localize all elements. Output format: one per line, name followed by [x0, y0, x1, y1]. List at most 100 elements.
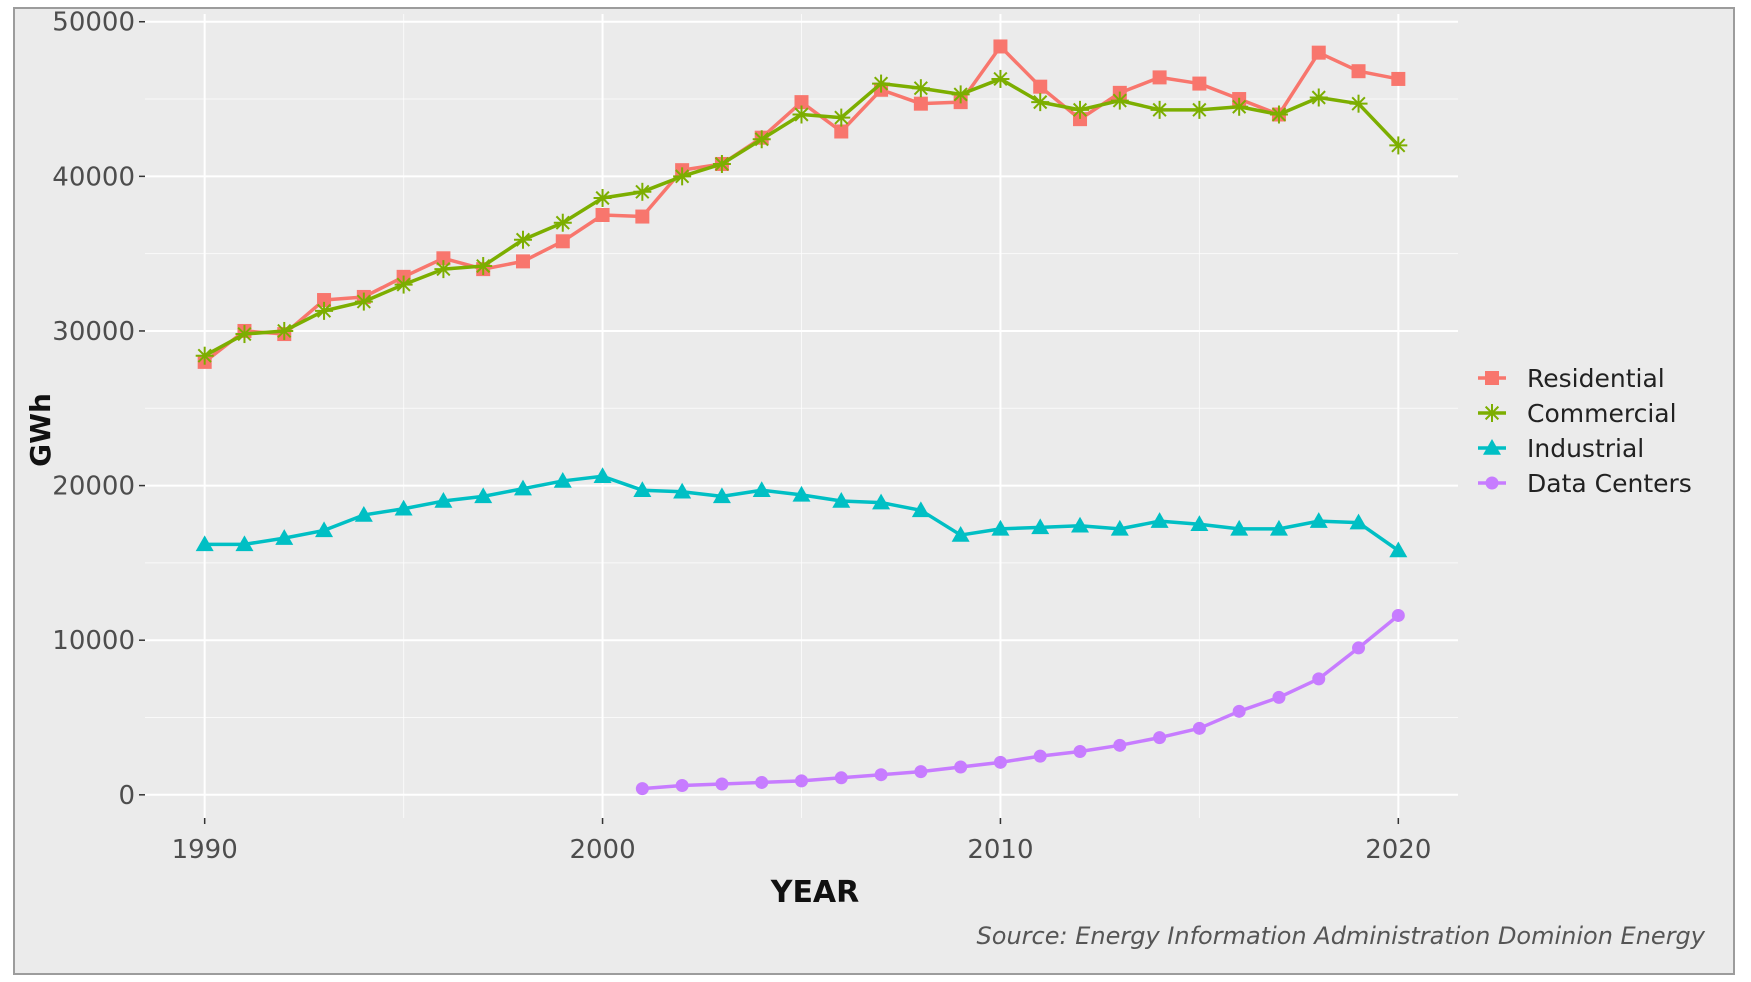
data-point-industrial — [712, 487, 731, 504]
asterisk-stroke — [1033, 95, 1048, 110]
data-point-commercial — [513, 230, 532, 249]
data-point-legend-commercial — [1483, 404, 1501, 422]
data-point-commercial — [553, 213, 572, 232]
data-point-commercial — [792, 105, 811, 124]
asterisk-stroke — [794, 107, 809, 122]
asterisk-stroke — [874, 76, 889, 91]
data-point-industrial — [673, 482, 692, 499]
asterisk-stroke — [316, 303, 332, 318]
asterisk-stroke — [515, 232, 531, 247]
asterisk-stroke — [1271, 107, 1287, 122]
y-tick-label: 30000 — [52, 317, 135, 347]
axes: 0 10000 20000 30000 40000 50000 1990 2000 2010 20… — [52, 8, 1431, 865]
asterisk-stroke — [675, 169, 690, 184]
data-point-commercial — [752, 130, 771, 149]
legend-item-data-centers: Data Centers — [1478, 469, 1692, 498]
y-tick-label: 50000 — [52, 8, 135, 38]
data-point-industrial — [1150, 512, 1169, 528]
data-point-data-centers — [755, 775, 769, 789]
data-point-industrial — [832, 492, 851, 508]
data-point-commercial — [872, 74, 891, 93]
data-point-residential — [794, 95, 809, 110]
data-point-data-centers — [834, 771, 848, 785]
data-point-commercial — [633, 182, 652, 201]
data-point-industrial — [792, 485, 811, 502]
asterisk-stroke — [555, 215, 570, 230]
x-tick-label: 2000 — [569, 835, 635, 865]
asterisk-stroke — [1351, 96, 1366, 111]
asterisk-stroke — [197, 348, 212, 363]
data-point-data-centers — [954, 760, 968, 774]
data-point-industrial — [1389, 541, 1408, 558]
asterisk-stroke — [277, 323, 292, 339]
asterisk-stroke — [476, 258, 491, 274]
data-point-commercial — [1309, 88, 1328, 107]
data-point-industrial — [1071, 516, 1090, 533]
data-point-industrial — [513, 479, 532, 496]
data-point-industrial — [911, 501, 930, 518]
asterisk-stroke — [913, 81, 928, 96]
data-point-data-centers — [675, 779, 689, 793]
data-point-commercial — [195, 346, 214, 365]
x-tick-label: 2020 — [1365, 835, 1431, 865]
asterisk-stroke — [436, 262, 451, 277]
y-tick-label: 0 — [118, 781, 135, 811]
data-point-data-centers — [1232, 704, 1246, 718]
legend: Residential Commercial Industrial Data Cent… — [1478, 364, 1692, 498]
series-commercial — [195, 69, 1408, 365]
data-point-data-centers — [993, 755, 1007, 769]
data-point-industrial — [354, 505, 373, 522]
source-note: Source: Energy Information Administratio… — [977, 922, 1706, 950]
data-point-legend-data-centers — [1485, 476, 1499, 490]
legend-label-industrial: Industrial — [1527, 434, 1644, 463]
asterisk-stroke — [1152, 102, 1167, 117]
data-point-industrial — [633, 481, 652, 497]
data-point-residential — [1033, 79, 1048, 94]
data-point-industrial — [1230, 519, 1249, 536]
data-point-commercial — [434, 260, 453, 279]
data-point-industrial — [991, 519, 1010, 536]
data-point-commercial — [1269, 105, 1288, 124]
data-point-residential — [1311, 45, 1326, 60]
data-point-residential — [1073, 112, 1088, 127]
legend-item-residential: Residential — [1478, 364, 1665, 393]
data-point-residential — [993, 39, 1008, 54]
x-axis-title: YEAR — [770, 875, 860, 910]
data-point-commercial — [951, 85, 970, 104]
data-point-commercial — [1389, 136, 1408, 155]
data-point-data-centers — [795, 774, 808, 788]
asterisk-stroke — [1311, 90, 1326, 105]
data-point-residential — [635, 209, 650, 224]
data-point-data-centers — [1192, 721, 1206, 735]
data-point-commercial — [235, 325, 254, 344]
asterisk-stroke — [1192, 102, 1207, 117]
data-point-commercial — [991, 69, 1010, 88]
data-point-industrial — [1309, 512, 1328, 528]
asterisk-stroke — [356, 294, 371, 309]
data-point-commercial — [1110, 91, 1129, 110]
y-tick-label: 40000 — [52, 162, 135, 192]
data-point-commercial — [712, 154, 731, 173]
data-point-residential — [317, 293, 332, 308]
asterisk-stroke — [993, 71, 1008, 87]
data-point-commercial — [315, 301, 334, 320]
data-point-residential — [595, 208, 610, 222]
data-point-industrial — [1110, 519, 1129, 536]
data-point-industrial — [1269, 519, 1288, 536]
data-point-data-centers — [1352, 641, 1366, 655]
data-point-commercial — [275, 321, 294, 340]
data-point-commercial — [474, 257, 493, 276]
data-point-industrial — [474, 487, 493, 504]
data-point-commercial — [593, 188, 612, 207]
data-point-industrial — [275, 529, 294, 545]
series-layer — [195, 39, 1408, 796]
data-point-industrial — [315, 521, 334, 538]
data-point-data-centers — [1272, 690, 1286, 704]
data-point-residential — [1351, 64, 1366, 79]
data-point-residential — [1192, 76, 1207, 91]
asterisk-stroke — [1232, 99, 1247, 114]
data-point-data-centers — [1391, 608, 1405, 622]
asterisk-stroke — [635, 184, 650, 199]
